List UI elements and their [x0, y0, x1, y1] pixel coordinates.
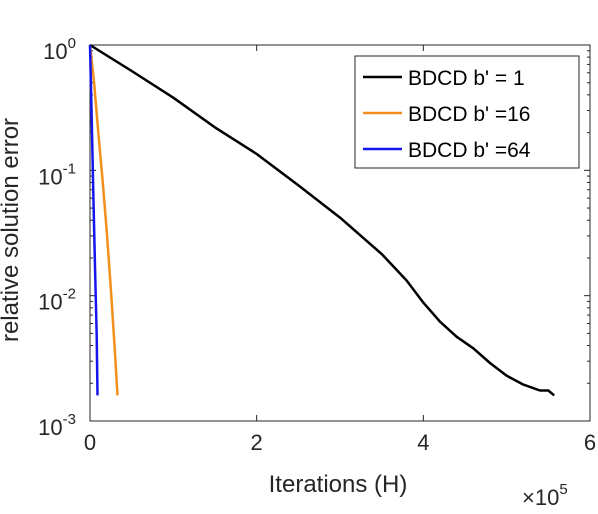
- plot-frame: [89, 44, 591, 422]
- x-axis-label: Iterations (H): [269, 471, 408, 498]
- series-lines: [88, 43, 555, 397]
- y-tick-label: 100: [43, 35, 76, 64]
- legend-label-3: BDCD b' =64: [408, 139, 531, 162]
- legend: BDCD b' = 1 BDCD b' =16 BDCD b' =64: [354, 55, 580, 169]
- x-tick-label: 2: [251, 430, 263, 455]
- series-line-2: [88, 44, 119, 396]
- x-tick-label: 6: [584, 430, 596, 455]
- series-line-1: [89, 43, 555, 397]
- y-tick-label: 10-2: [38, 286, 76, 315]
- legend-label-1: BDCD b' = 1: [408, 67, 525, 90]
- x-axis-multiplier: ×105: [522, 481, 568, 510]
- y-axis-label: relative solution error: [0, 118, 24, 342]
- y-tick-labels: 10-3 10-2 10-1 100: [38, 35, 76, 440]
- y-tick-label: 10-1: [38, 160, 76, 189]
- series-line-3: [88, 44, 99, 396]
- plot-border: [89, 44, 591, 422]
- x-tick-label: 4: [417, 430, 429, 455]
- x-tick-labels: 0 2 4 6: [84, 430, 596, 455]
- x-tick-label: 0: [84, 430, 96, 455]
- legend-label-2: BDCD b' =16: [408, 103, 530, 126]
- y-tick-label: 10-3: [38, 411, 76, 440]
